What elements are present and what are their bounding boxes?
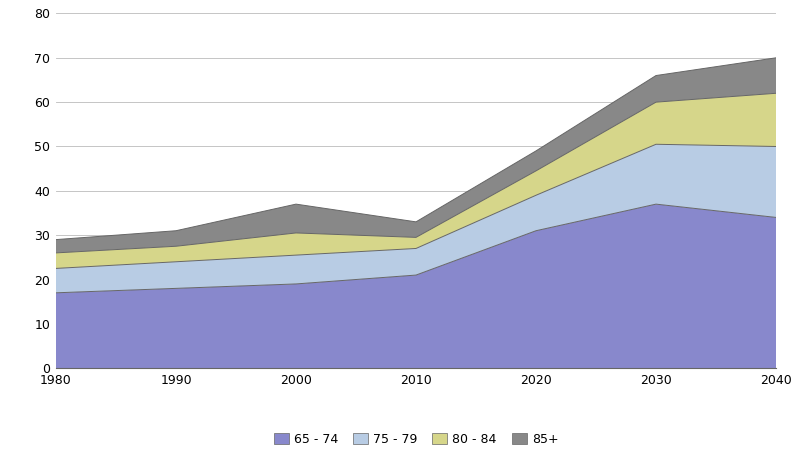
Legend: 65 - 74, 75 - 79, 80 - 84, 85+: 65 - 74, 75 - 79, 80 - 84, 85+ bbox=[269, 427, 563, 449]
